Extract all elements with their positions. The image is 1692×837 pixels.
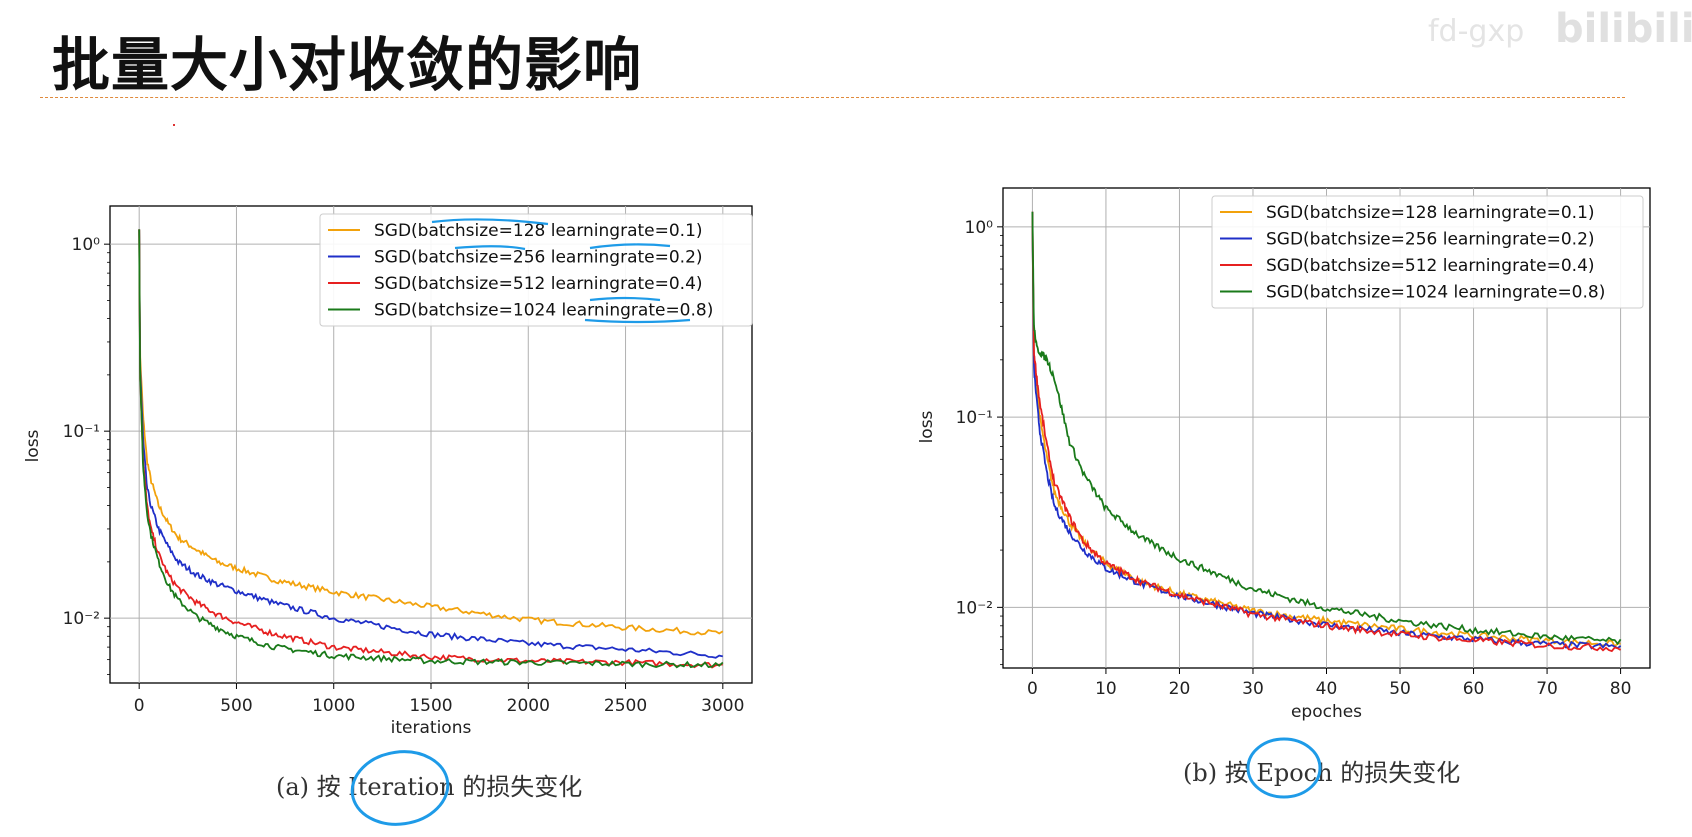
- legend-entry: SGD(batchsize=256 learningrate=0.2): [374, 248, 703, 268]
- x-axis-label: epoches: [1291, 702, 1362, 722]
- title-divider: [40, 97, 1625, 98]
- x-tick-label: 2500: [604, 696, 647, 716]
- annotation-underline: [431, 218, 549, 226]
- caption-a: (a) 按 Iteration 的损失变化: [276, 773, 583, 801]
- x-tick-label: 1000: [312, 696, 355, 716]
- x-tick-label: 2000: [507, 696, 550, 716]
- legend-entry: SGD(batchsize=128 learningrate=0.1): [1266, 203, 1595, 223]
- legend-entry: SGD(batchsize=128 learningrate=0.1): [374, 221, 703, 241]
- annotation-underline: [584, 318, 691, 324]
- x-tick-label: 70: [1536, 679, 1558, 699]
- x-axis-label: iterations: [391, 718, 472, 738]
- series-line: [1031, 211, 1622, 650]
- legend-entry: SGD(batchsize=512 learningrate=0.4): [374, 274, 703, 294]
- series-line: [138, 229, 724, 636]
- x-tick-label: 30: [1242, 679, 1264, 699]
- legend-entry: SGD(batchsize=512 learningrate=0.4): [1266, 256, 1595, 276]
- annotation-circle-iteration: [350, 750, 450, 826]
- bilibili-logo: bilibili: [1555, 6, 1692, 52]
- y-tick-label: 10⁰: [965, 218, 994, 238]
- series-line: [1031, 211, 1622, 646]
- legend-entry: SGD(batchsize=256 learningrate=0.2): [1266, 230, 1595, 250]
- series-line: [138, 229, 723, 659]
- caption-b: (b) 按 Epoch 的损失变化: [1183, 759, 1461, 787]
- series-line: [1031, 211, 1622, 653]
- y-tick-label: 10⁻²: [956, 598, 993, 618]
- x-tick-label: 40: [1316, 679, 1338, 699]
- y-tick-label: 10⁻²: [63, 609, 100, 629]
- x-tick-label: 10: [1095, 679, 1117, 699]
- y-tick-label: 10⁰: [72, 235, 101, 255]
- legend-entry: SGD(batchsize=1024 learningrate=0.8): [1266, 283, 1605, 303]
- watermark: fd-gxp: [1428, 14, 1525, 49]
- x-tick-label: 3000: [701, 696, 744, 716]
- annotation-underline: [454, 245, 526, 251]
- legend-entry: SGD(batchsize=1024 learningrate=0.8): [374, 301, 713, 321]
- annotation-underline: [589, 243, 671, 250]
- x-tick-label: 1500: [409, 696, 452, 716]
- annotation-circle-epoch: [1246, 737, 1322, 799]
- x-tick-label: 500: [220, 696, 252, 716]
- x-tick-label: 60: [1463, 679, 1485, 699]
- x-tick-label: 50: [1389, 679, 1411, 699]
- y-axis-label: loss: [23, 429, 43, 462]
- stray-dot: [173, 124, 175, 126]
- y-tick-label: 10⁻¹: [956, 408, 993, 428]
- legend-box: [1211, 195, 1644, 309]
- y-tick-label: 10⁻¹: [63, 422, 100, 442]
- page-title: 批量大小对收敛的影响: [52, 31, 643, 99]
- x-tick-label: 20: [1169, 679, 1191, 699]
- x-tick-label: 0: [1027, 679, 1038, 699]
- series-line: [138, 229, 724, 669]
- y-axis-label: loss: [917, 410, 937, 443]
- x-tick-label: 80: [1610, 679, 1632, 699]
- annotation-underline: [589, 296, 661, 302]
- x-tick-label: 0: [134, 696, 145, 716]
